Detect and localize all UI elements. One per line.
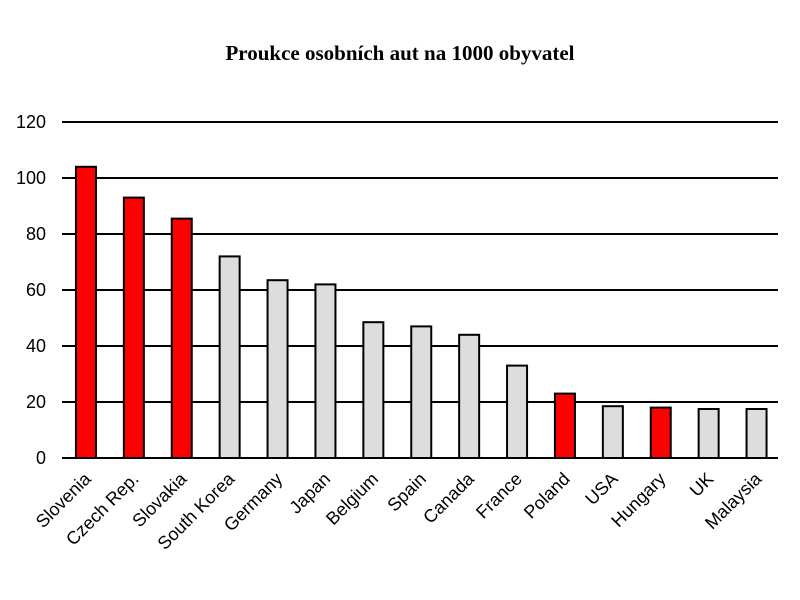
bar-slovakia <box>170 217 193 459</box>
y-tick-label: 20 <box>26 392 46 412</box>
x-tick-label: France <box>472 469 526 523</box>
x-tick-label: UK <box>686 469 718 501</box>
y-tick-label: 100 <box>16 168 46 188</box>
x-tick-label: Canada <box>419 468 478 527</box>
bar-uk <box>697 408 720 459</box>
bar-slovenia <box>74 165 97 460</box>
bar-japan <box>314 283 337 459</box>
x-tick-label: Poland <box>520 469 574 523</box>
y-axis-ticks: 0 20 40 60 80 100 120 <box>16 112 46 468</box>
y-tick-label: 0 <box>36 448 46 468</box>
y-tick-label: 40 <box>26 336 46 356</box>
bars <box>74 165 768 460</box>
bar-czech-rep <box>122 196 145 459</box>
y-tick-label: 80 <box>26 224 46 244</box>
x-tick-label: Belgium <box>322 469 382 529</box>
bar-malaysia <box>745 408 768 459</box>
y-tick-label: 120 <box>16 112 46 132</box>
bar-usa <box>601 405 624 460</box>
x-tick-label: USA <box>581 469 621 509</box>
bar-canada <box>458 333 481 459</box>
bar-poland <box>553 392 576 460</box>
bar-belgium <box>362 321 385 460</box>
bar-spain <box>410 325 433 459</box>
bar-hungary <box>649 406 672 460</box>
bar-germany <box>266 279 289 460</box>
bar-france <box>506 364 529 460</box>
y-tick-label: 60 <box>26 280 46 300</box>
bar-south-korea <box>218 255 241 459</box>
chart-title: Proukce osobních aut na 1000 obyvatel <box>225 41 574 65</box>
